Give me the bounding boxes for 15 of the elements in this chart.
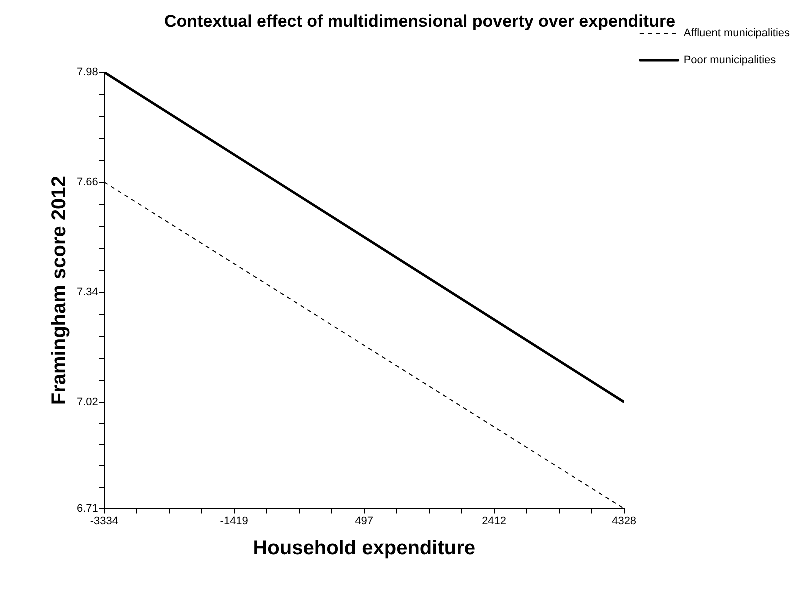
- x-tick-label: -3334: [90, 515, 118, 528]
- y-tick-label: 7.34: [76, 286, 98, 298]
- y-tick-label: 7.66: [76, 176, 98, 188]
- legend-label: Poor municipalities: [684, 54, 777, 67]
- x-tick-label: 2412: [482, 515, 507, 528]
- y-tick-label: 7.02: [76, 396, 98, 408]
- chart-title: Contextual effect of multidimensional poverty over expenditure: [164, 12, 676, 31]
- legend-label: Affluent municipalities: [684, 28, 790, 40]
- x-tick-label: -1419: [220, 515, 248, 528]
- y-axis-title: Framingham score 2012: [48, 176, 71, 406]
- x-tick-label: 4328: [612, 515, 637, 528]
- y-tick-label: 7.98: [76, 66, 98, 78]
- y-tick-label: 6.71: [76, 502, 98, 515]
- x-tick-label: 497: [355, 515, 374, 528]
- x-axis-title: Household expenditure: [253, 538, 476, 560]
